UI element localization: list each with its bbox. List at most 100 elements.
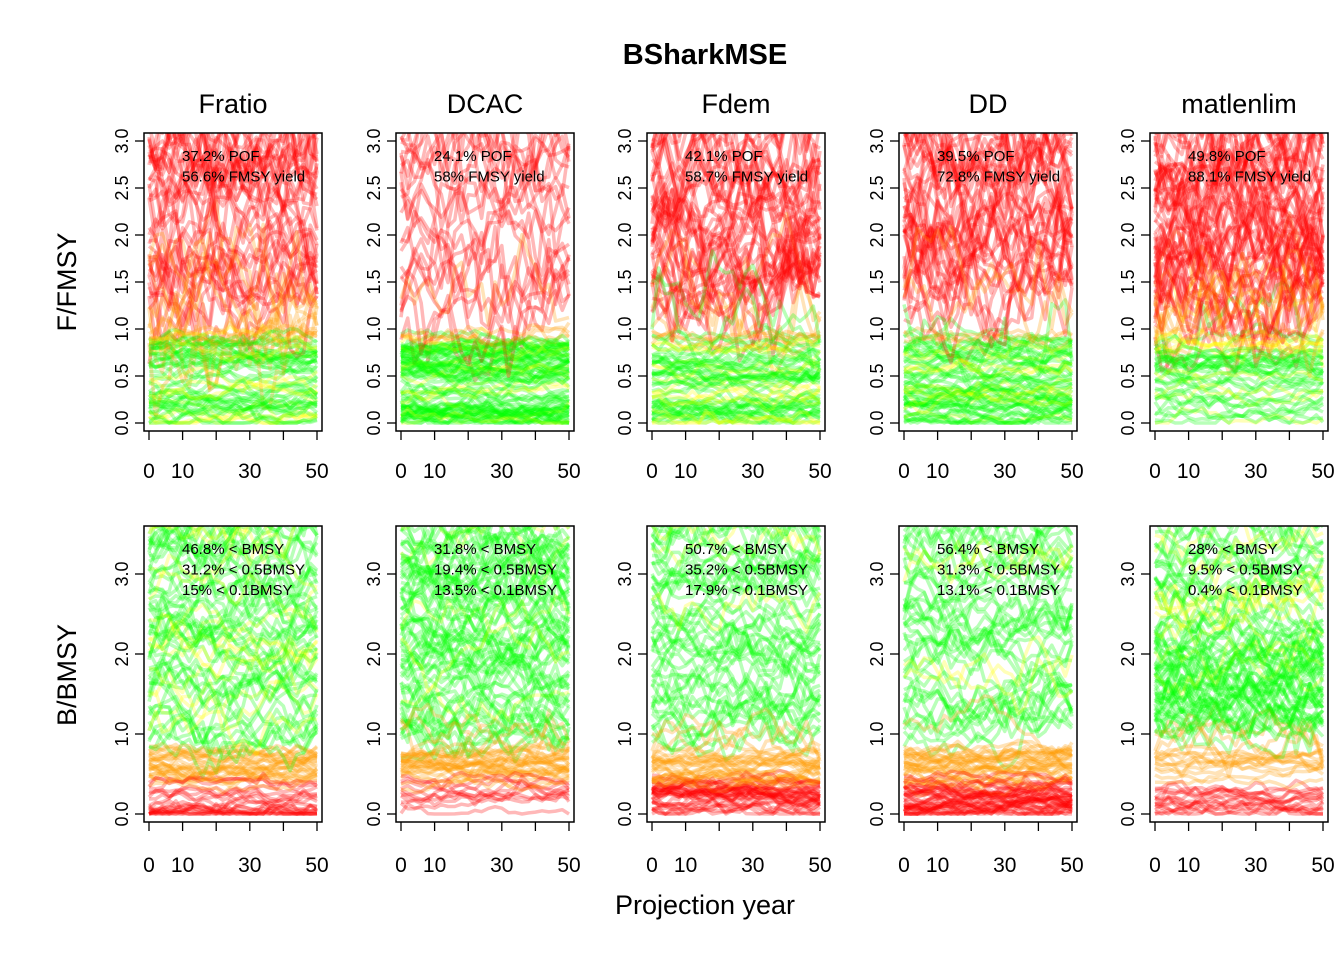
x-tick-label: 30 <box>741 460 764 483</box>
trajectory-line <box>651 137 821 236</box>
trajectory-line <box>650 563 822 609</box>
trajectory-line <box>400 347 570 372</box>
trajectory-line <box>903 790 1073 805</box>
trajectory-line <box>1154 329 1325 348</box>
trajectory-line <box>902 354 1073 378</box>
trajectory-line <box>148 330 318 360</box>
trajectory-line <box>147 340 319 365</box>
trajectory-line <box>651 610 822 672</box>
trajectory-line <box>147 805 318 816</box>
trajectory-line <box>399 702 571 761</box>
trajectory-line <box>399 359 570 386</box>
trajectory-line <box>399 606 570 667</box>
trajectory-line <box>651 407 821 425</box>
trajectory-line <box>1154 801 1324 816</box>
trajectory-line <box>650 249 822 374</box>
trajectory-line <box>651 526 821 577</box>
trajectory-line <box>1154 546 1325 579</box>
trajectory-line <box>147 133 319 183</box>
trajectory-line <box>148 350 318 369</box>
trajectory-line <box>148 366 318 384</box>
x-tick-label: 50 <box>305 854 328 877</box>
x-tick-label: 0 <box>395 854 407 877</box>
trajectory-line <box>1154 744 1325 769</box>
trajectory-line <box>1153 697 1325 741</box>
trajectory-line <box>903 368 1073 396</box>
trajectory-line <box>650 682 822 724</box>
trajectory-line <box>650 181 822 280</box>
trajectory-line <box>902 766 1073 785</box>
trajectory-line <box>651 207 822 303</box>
trajectory-line <box>651 367 821 388</box>
x-tick-label: 50 <box>808 854 831 877</box>
trajectory-line <box>147 766 318 786</box>
trajectory-line <box>902 534 1074 585</box>
trajectory-line <box>147 653 318 730</box>
trajectory-line <box>148 212 318 293</box>
trajectory-line <box>1153 352 1324 373</box>
trajectory-line <box>148 604 319 641</box>
x-tick-label: 30 <box>993 460 1016 483</box>
y-tick-label: 3.0 <box>364 128 384 153</box>
panel-annotation: 39.5% POF <box>937 148 1015 165</box>
trajectory-line <box>148 323 318 350</box>
trajectory-line <box>399 593 571 659</box>
trajectory-line <box>1154 407 1325 425</box>
trajectory-line <box>650 803 821 816</box>
trajectory-line <box>651 770 821 794</box>
trajectory-line <box>651 403 821 425</box>
trajectory-line <box>1153 193 1325 317</box>
trajectory-line <box>650 328 821 352</box>
trajectory-line <box>148 769 318 786</box>
trajectory-line <box>651 786 821 799</box>
trajectory-line <box>148 347 319 366</box>
trajectory-line <box>147 349 319 380</box>
trajectory-line <box>399 133 571 222</box>
y-tick-label: 3.0 <box>112 561 132 586</box>
trajectory-line <box>148 620 319 655</box>
trajectory-line <box>1154 744 1324 766</box>
trajectory-line <box>902 408 1073 425</box>
trajectory-line <box>400 556 570 605</box>
trajectory-line <box>650 758 821 777</box>
x-tick-label: 10 <box>171 460 194 483</box>
panel-frame <box>898 525 1078 823</box>
trajectory-line <box>903 774 1073 801</box>
trajectory-line <box>652 410 821 425</box>
trajectory-line <box>650 693 822 737</box>
trajectory-line <box>148 406 319 425</box>
trajectory-line <box>651 754 821 767</box>
trajectory-line <box>903 675 1074 724</box>
trajectory-line <box>147 228 319 312</box>
trajectory-line <box>650 710 821 763</box>
trajectory-line <box>399 412 570 425</box>
trajectory-line <box>1156 526 1325 557</box>
x-tick-label: 10 <box>1177 854 1200 877</box>
trajectory-line <box>650 526 818 554</box>
trajectory-line <box>902 133 1073 265</box>
trajectory-line <box>149 365 319 394</box>
trajectory-line <box>400 397 570 419</box>
trajectory-line <box>147 244 319 365</box>
trajectory-line <box>1154 343 1324 367</box>
trajectory-line <box>147 198 318 333</box>
trajectory-line <box>903 774 1073 792</box>
trajectory-line <box>902 133 1074 240</box>
trajectory-line <box>1154 754 1324 774</box>
trajectory-line <box>651 394 822 417</box>
panel-annotation: 58.7% FMSY yield <box>685 169 808 186</box>
trajectory-line <box>902 199 1074 293</box>
trajectory-line <box>650 259 822 349</box>
y-tick-label: 0.0 <box>615 801 635 826</box>
trajectory-line <box>147 211 319 317</box>
trajectory-line <box>1153 185 1325 282</box>
trajectory-line <box>1153 133 1325 270</box>
trajectory-line <box>903 359 1074 385</box>
trajectory-line <box>400 402 571 425</box>
trajectory-line <box>147 622 318 671</box>
trajectory-line <box>400 356 571 382</box>
y-tick-label: 2.0 <box>867 222 887 247</box>
trajectory-line <box>650 775 821 794</box>
trajectory-line <box>650 329 821 347</box>
trajectory-line <box>1153 526 1324 559</box>
